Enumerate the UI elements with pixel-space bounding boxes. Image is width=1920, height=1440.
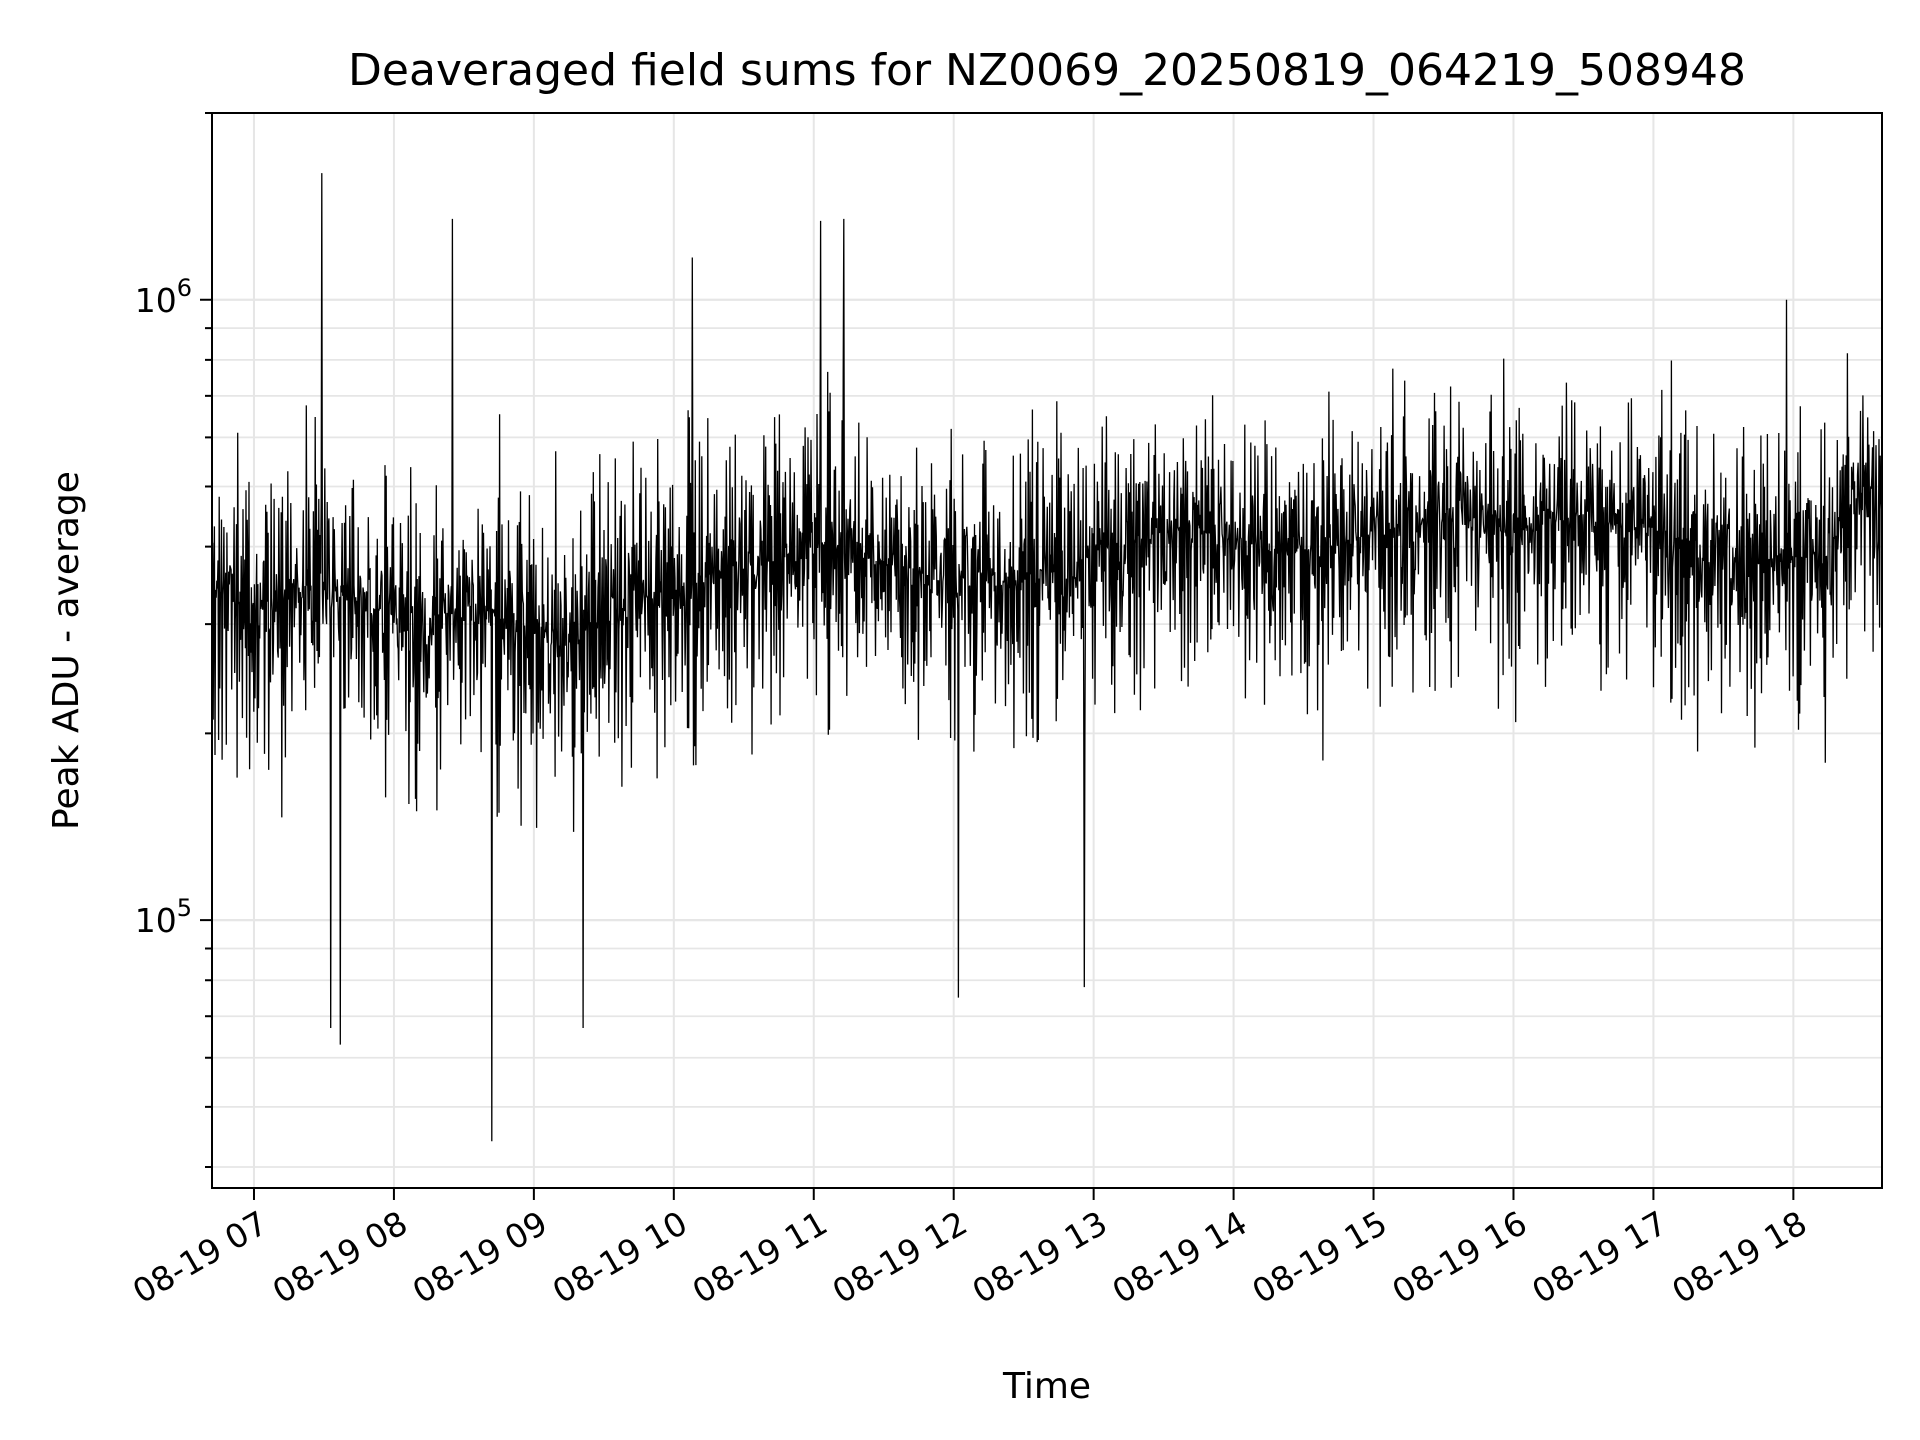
y-tick-exponent: 6 [177,274,192,302]
series-path [211,173,1883,1142]
y-tick-label: 105 [135,894,192,940]
y-tick-label: 106 [135,274,192,320]
y-tick-exponent: 5 [177,894,192,922]
y-tick-base: 10 [135,281,177,320]
chart-title: Deaveraged field sums for NZ0069_2025081… [348,45,1746,96]
series-line [211,173,1883,1142]
y-axis-label: Peak ADU - average [46,471,87,830]
y-tick-base: 10 [135,901,177,940]
plot-frame [211,112,1883,1189]
x-axis-label: Time [1002,1366,1091,1407]
